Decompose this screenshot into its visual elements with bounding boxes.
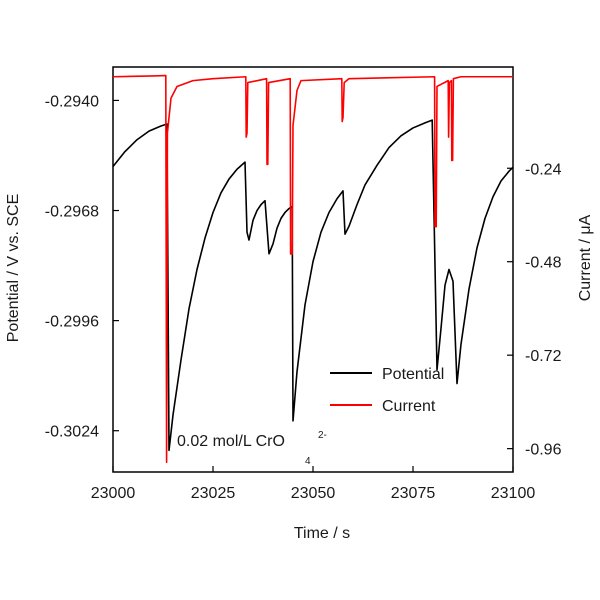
legend-potential-label: Potential — [382, 366, 444, 383]
series-layer — [112, 74, 514, 464]
x-tick-label: 23000 — [91, 485, 136, 502]
x-axis-ticks: 23000 23025 23050 23075 23100 — [91, 466, 536, 502]
y-left-axis-ticks: -0.2940 -0.2968 -0.2996 -0.3024 — [45, 93, 119, 441]
concentration-annotation: 0.02 mol/L CrO 2- 4 — [177, 430, 327, 467]
annotation-text: 0.02 mol/L CrO — [177, 433, 285, 450]
y-right-tick-label: -0.72 — [525, 348, 562, 365]
y-left-tick-label: -0.3024 — [45, 424, 99, 441]
y-right-tick-label: -0.48 — [525, 255, 562, 272]
legend: Potential Current — [330, 366, 444, 415]
y-left-tick-label: -0.2996 — [45, 314, 99, 331]
y-left-axis-label: Potential / V vs. SCE — [5, 194, 22, 343]
y-right-axis-ticks: -0.24 -0.48 -0.72 -0.96 — [507, 161, 562, 459]
annotation-subscript: 4 — [305, 456, 311, 467]
y-right-axis-label: Current / μA — [577, 214, 594, 301]
x-tick-label: 23100 — [491, 485, 536, 502]
y-right-tick-label: -0.96 — [525, 442, 562, 459]
x-tick-label: 23075 — [391, 485, 436, 502]
x-tick-label: 23050 — [291, 485, 336, 502]
annotation-superscript: 2- — [318, 430, 327, 441]
y-left-tick-label: -0.2940 — [45, 93, 99, 110]
series-line-potential — [112, 119, 514, 452]
x-axis-label: Time / s — [294, 525, 350, 542]
legend-current-label: Current — [382, 398, 436, 415]
y-left-tick-label: -0.2968 — [45, 204, 99, 221]
y-right-tick-label: -0.24 — [525, 161, 562, 178]
x-tick-label: 23025 — [191, 485, 236, 502]
series-line-current — [112, 74, 513, 464]
